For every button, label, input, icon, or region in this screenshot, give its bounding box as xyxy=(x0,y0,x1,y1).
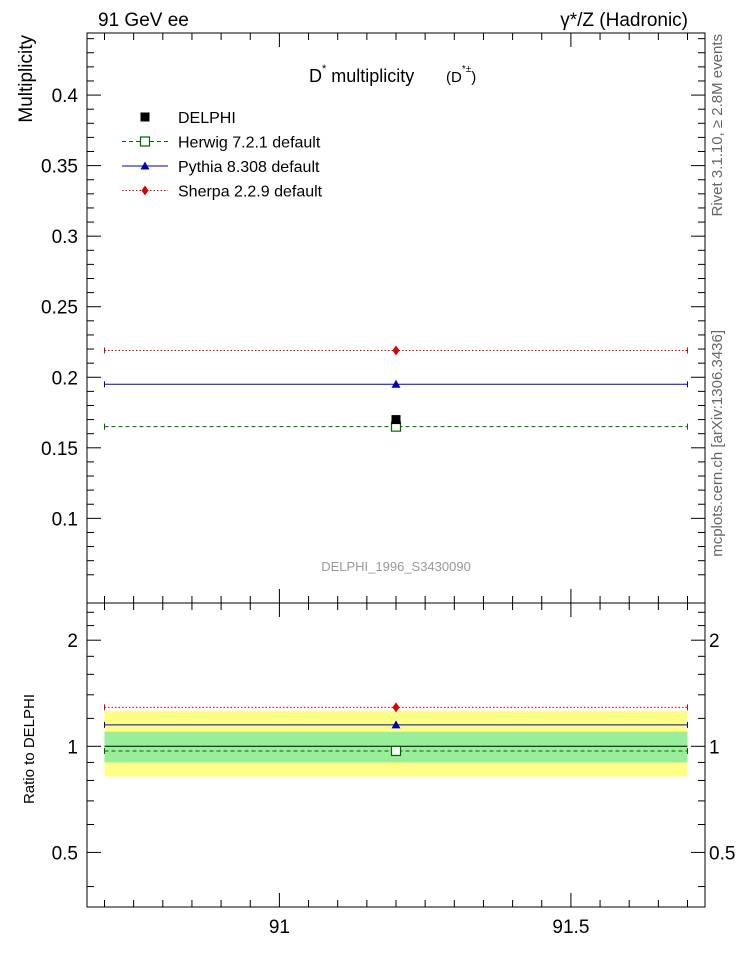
x-tick-label: 91 xyxy=(269,917,290,938)
ratio-y-tick-label: 0.5 xyxy=(52,843,78,864)
legend-herwig-label: Herwig 7.2.1 default xyxy=(178,135,321,152)
legend-delphi-marker xyxy=(140,112,150,122)
legend-sherpa-label: Sherpa 2.2.9 default xyxy=(178,184,323,201)
main-y-tick-label: 0.2 xyxy=(52,368,78,389)
main-y-tick-label: 0.15 xyxy=(41,439,78,460)
rivet-version-label: Rivet 3.1.10, ≥ 2.8M events xyxy=(709,34,726,217)
delphi-point xyxy=(391,415,401,425)
main-y-tick-label: 0.25 xyxy=(41,298,78,319)
ratio-sherpa-point xyxy=(392,702,400,713)
main-y-axis-label: Multiplicity xyxy=(16,35,37,123)
ratio-pythia-point xyxy=(391,720,401,729)
sherpa-point xyxy=(392,345,400,356)
legend-pythia-marker xyxy=(140,161,150,170)
legend-sherpa-marker xyxy=(141,185,149,196)
mcplots-label: mcplots.cern.ch [arXiv:1306.3436] xyxy=(709,330,726,557)
main-series-group xyxy=(103,345,689,432)
ratio-x-ticks: 91 91.5 xyxy=(103,603,689,938)
main-plot-panel: 0.1 0.15 0.2 0.25 0.3 0.35 0.4 D* multiplicity… xyxy=(16,32,706,604)
legend-herwig-marker xyxy=(139,136,151,147)
ratio-y-tick-label: 2 xyxy=(67,631,78,652)
legend-delphi-label: DELPHI xyxy=(178,110,236,127)
analysis-id-watermark: DELPHI_1996_S3430090 xyxy=(321,559,471,574)
energy-label: 91 GeV ee xyxy=(98,10,189,31)
main-x-ticks xyxy=(103,33,689,603)
main-y-tick-label: 0.35 xyxy=(41,157,78,178)
pythia-point xyxy=(391,379,401,388)
plot-title-particle: (D*±) xyxy=(446,64,476,86)
main-y-tick-label: 0.1 xyxy=(52,509,78,530)
main-y-ticks: 0.1 0.15 0.2 0.25 0.3 0.35 0.4 xyxy=(41,38,705,576)
ratio-y-tick-label-right: 2 xyxy=(709,631,720,652)
ratio-herwig-point xyxy=(390,745,402,757)
process-label: γ*/Z (Hadronic) xyxy=(560,10,688,31)
ratio-y-tick-label-right: 1 xyxy=(709,737,720,758)
plot-title: D* multiplicity xyxy=(309,63,414,86)
legend: DELPHI Herwig 7.2.1 default Pythia 8.308 d… xyxy=(122,110,323,201)
ratio-plot-panel: 0.5 0.5 1 1 2 2 91 91.5 Ratio to DELPHI xyxy=(21,602,735,938)
ratio-y-axis-label: Ratio to DELPHI xyxy=(21,694,38,804)
ratio-series-group xyxy=(103,702,689,757)
ratio-y-tick-label-right: 0.5 xyxy=(709,843,735,864)
x-tick-label: 91.5 xyxy=(552,917,589,938)
legend-pythia-label: Pythia 8.308 default xyxy=(178,159,320,176)
main-y-tick-label: 0.3 xyxy=(52,227,78,248)
ratio-y-ticks: 0.5 0.5 1 1 2 2 xyxy=(52,611,735,888)
ratio-y-tick-label: 1 xyxy=(67,737,78,758)
main-y-tick-label: 0.4 xyxy=(52,86,79,107)
